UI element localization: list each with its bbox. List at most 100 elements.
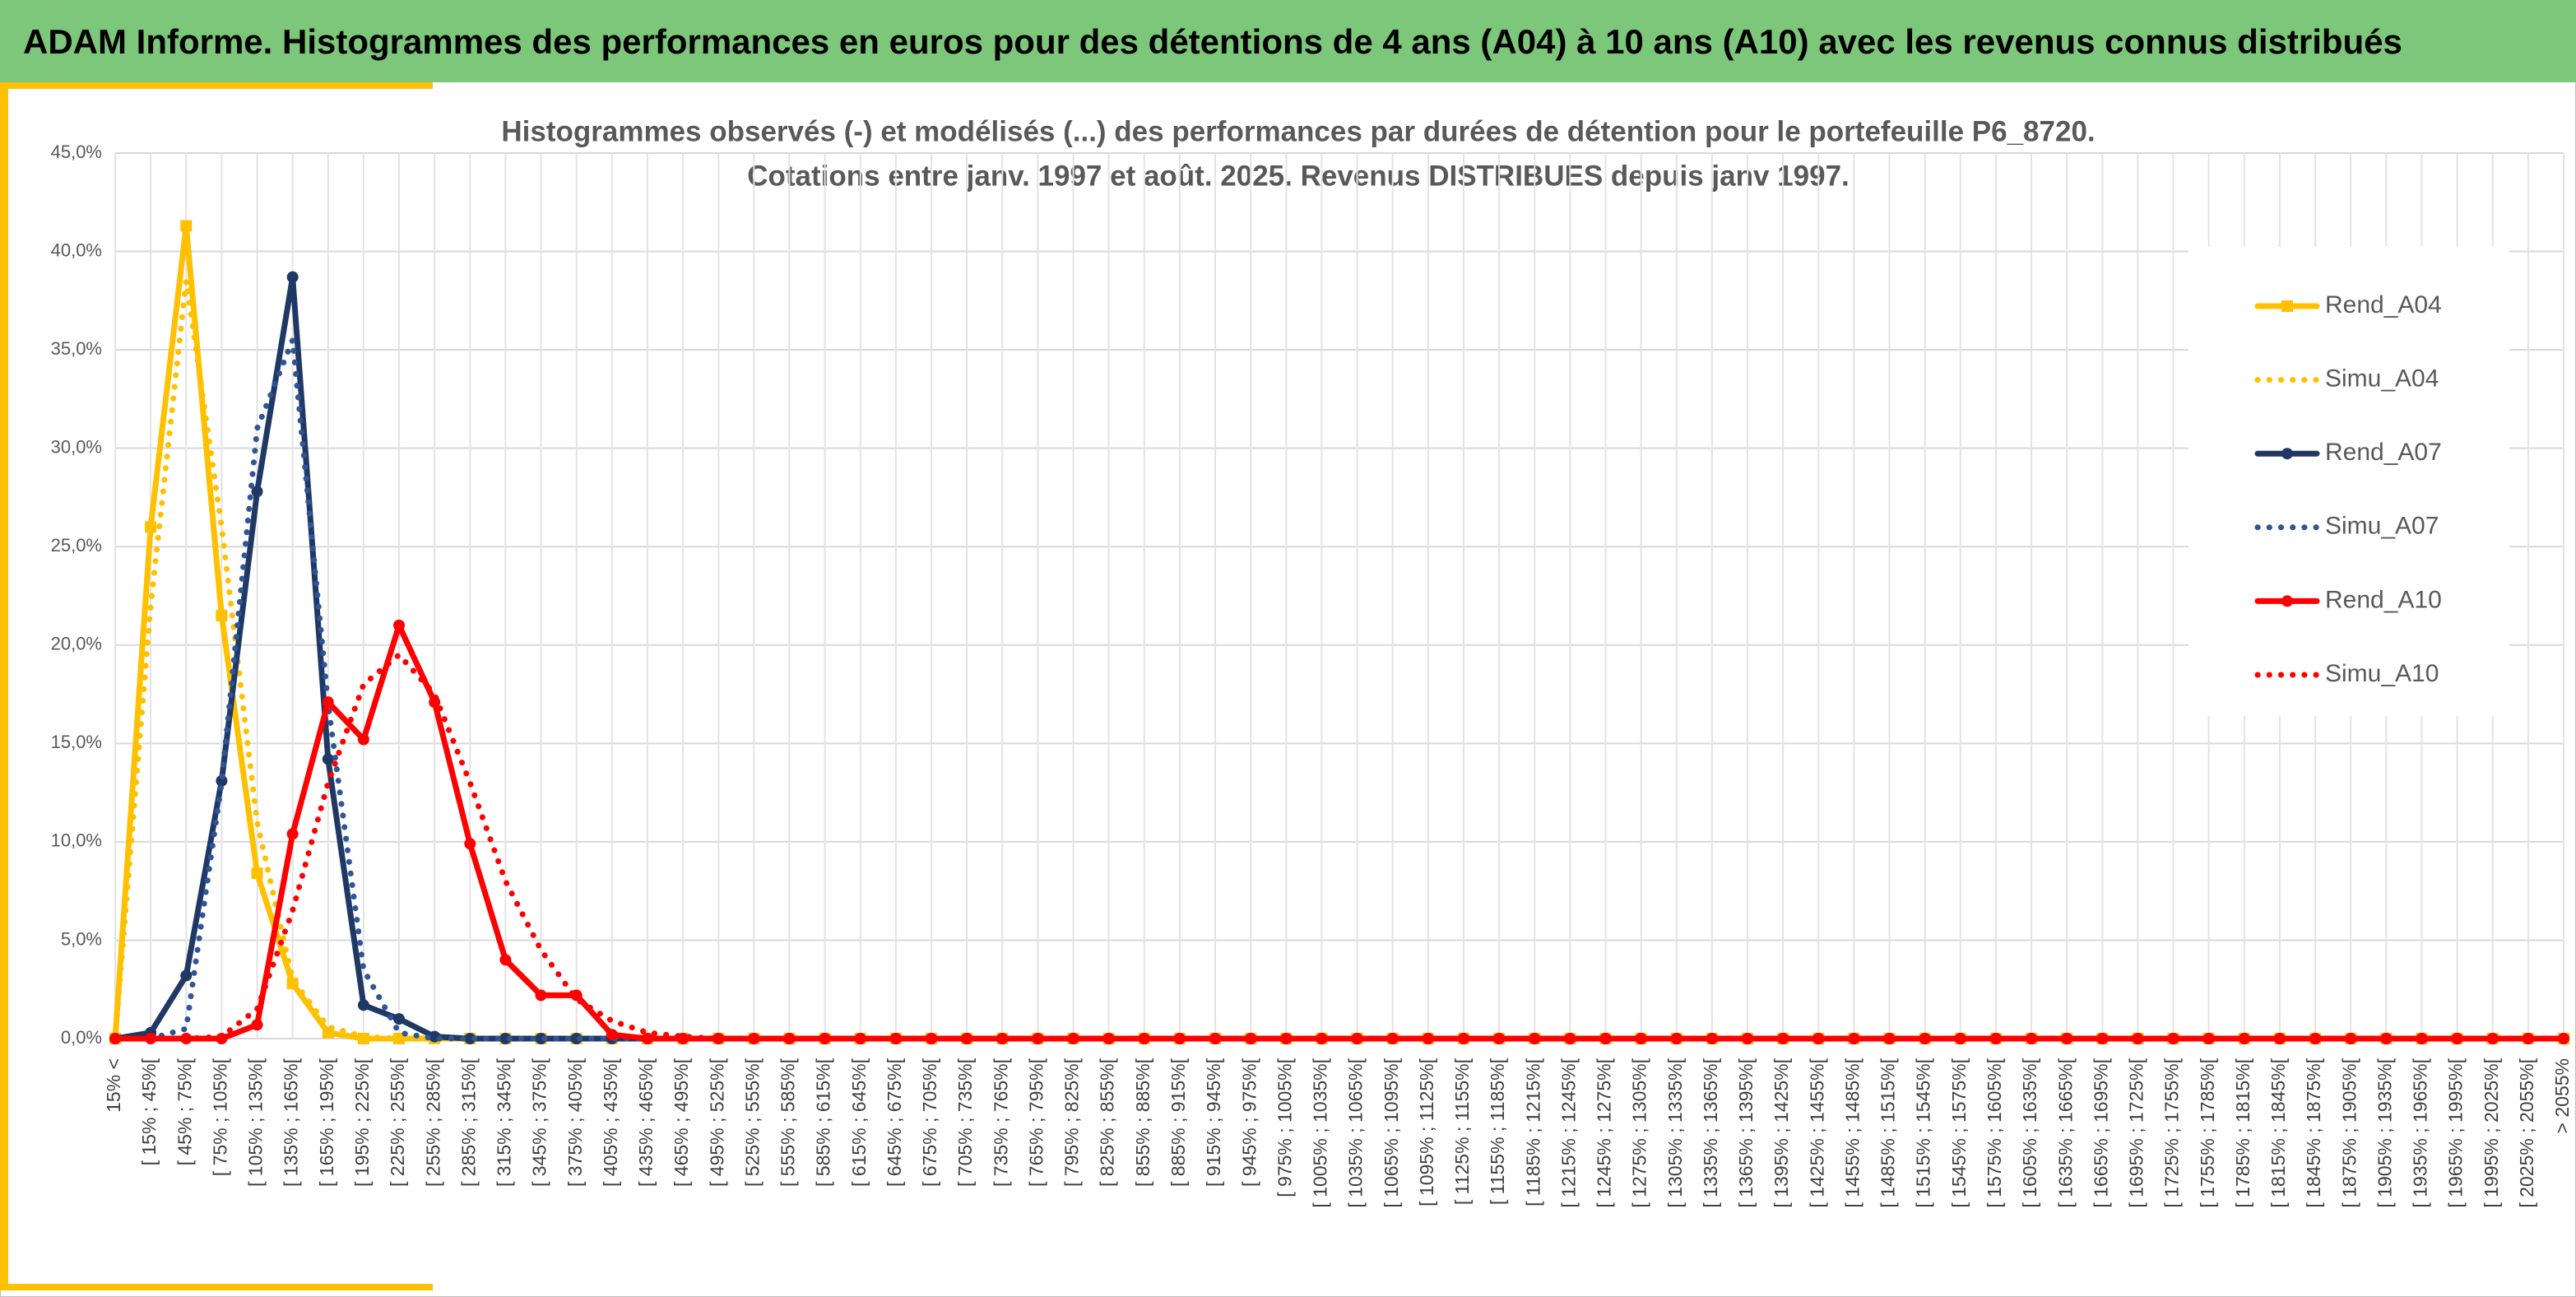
x-tick-label: [ 825% ; 855%[	[1097, 1058, 1118, 1187]
x-tick-label: [ 1635% ; 1665%[	[2054, 1058, 2076, 1207]
x-tick-label: [ 495% ; 525%[	[706, 1058, 727, 1187]
x-tick-label: [ 165% ; 195%[	[316, 1058, 337, 1187]
accent	[0, 82, 433, 89]
series-line	[112, 622, 2567, 1042]
point	[1564, 1033, 1576, 1044]
point	[2558, 1033, 2569, 1044]
point	[641, 1033, 653, 1044]
x-tick-label: [ 195% ; 225%[	[351, 1058, 373, 1187]
y-tick-label: 5,0%	[61, 928, 102, 949]
x-tick-label: [ 675% ; 705%[	[919, 1058, 940, 1187]
point	[535, 1033, 547, 1044]
x-tick-label: [ 1365% ; 1395%[	[1735, 1058, 1757, 1207]
point	[357, 999, 369, 1011]
chart-title: Cotations entre janv. 1997 et août. 2025…	[747, 160, 1850, 192]
point	[535, 989, 547, 1002]
x-tick-label: [ 45% ; 75%[	[174, 1058, 195, 1165]
point	[1670, 1033, 1683, 1044]
x-tick-label: [ 1275% ; 1305%[	[1629, 1058, 1650, 1207]
legend-label: Rend_A10	[2325, 586, 2442, 613]
x-tick-label: [ 1935% ; 1965%[	[2410, 1058, 2431, 1207]
x-tick-label: [ 1575% ; 1605%[	[1984, 1058, 2005, 1207]
point	[216, 609, 228, 621]
x-tick-label: [ 1305% ; 1335%[	[1664, 1058, 1686, 1207]
x-tick-label: [ 75% ; 105%[	[209, 1058, 230, 1176]
point	[322, 696, 334, 709]
point	[1599, 1033, 1612, 1044]
point	[1883, 1033, 1896, 1044]
x-tick-label: 15% <	[103, 1058, 124, 1113]
x-tick-label: [ 1395% ; 1425%[	[1771, 1058, 1792, 1207]
point	[499, 954, 512, 966]
x-tick-label: [ 555% ; 585%[	[777, 1058, 799, 1187]
x-tick-label: [ 2025% ; 2055%[	[2516, 1058, 2537, 1207]
point	[1742, 1033, 1753, 1044]
point	[464, 838, 476, 850]
point	[570, 1033, 583, 1044]
x-tick-label: [ 585% ; 615%[	[813, 1058, 834, 1187]
x-tick-label: [ 1695% ; 1725%[	[2126, 1058, 2147, 1207]
point	[819, 1033, 831, 1044]
point	[251, 1019, 263, 1031]
legend-box	[2188, 247, 2509, 716]
x-tick-label: [ 435% ; 465%[	[635, 1058, 657, 1187]
series-line	[112, 652, 2567, 1042]
x-tick-label: [ 1485% ; 1515%[	[1877, 1058, 1899, 1207]
chart-title: Histogrammes observés (-) et modélisés (…	[501, 115, 2095, 147]
x-tick-label: [ 1545% ; 1575%[	[1948, 1058, 1970, 1207]
x-tick-label: [ 975% ; 1005%[	[1274, 1058, 1295, 1197]
x-tick-label: [ 615% ; 645%[	[848, 1058, 870, 1187]
x-tick-label: [ 1335% ; 1365%[	[1700, 1058, 1721, 1207]
x-tick-label: [ 1845% ; 1875%[	[2303, 1058, 2324, 1207]
legend-label: Simu_A07	[2325, 513, 2439, 540]
y-tick-label: 45,0%	[51, 142, 102, 162]
point	[783, 1033, 796, 1044]
x-tick-label: [ 345% ; 375%[	[529, 1058, 550, 1187]
point	[357, 733, 369, 746]
x-tick-label: [ 1665% ; 1695%[	[2090, 1058, 2111, 1207]
point	[286, 271, 299, 283]
x-tick-label: [ 255% ; 285%[	[422, 1058, 443, 1187]
point	[251, 867, 263, 880]
point	[854, 1033, 866, 1044]
point	[322, 753, 334, 765]
accent	[0, 1284, 433, 1290]
y-tick-label: 15,0%	[51, 732, 102, 752]
point	[748, 1033, 760, 1044]
legend-marker	[2281, 595, 2293, 607]
header-bar	[0, 0, 2576, 82]
legend-label: Rend_A04	[2325, 291, 2442, 318]
x-tick-label: [ 855% ; 885%[	[1132, 1058, 1153, 1187]
legend-label: Simu_A10	[2325, 660, 2439, 687]
x-tick-label: [ 525% ; 555%[	[741, 1058, 763, 1187]
y-tick-label: 25,0%	[51, 535, 102, 556]
legend-label: Simu_A04	[2325, 365, 2439, 393]
point	[1777, 1033, 1789, 1044]
x-tick-label: [ 1995% ; 2025%[	[2481, 1058, 2502, 1207]
x-tick-label: [ 1455% ; 1485%[	[1841, 1058, 1863, 1207]
point	[145, 521, 157, 533]
y-tick-label: 40,0%	[51, 239, 102, 260]
legend: Rend_A04 Simu_A04 Rend_A07 Simu_A07 Rend_A10…	[2188, 247, 2509, 716]
point	[393, 619, 406, 631]
x-tick-label: [ 1785% ; 1815%[	[2232, 1058, 2253, 1207]
x-tick-label: [ 735% ; 765%[	[990, 1058, 1011, 1187]
x-tick-label: [ 105% ; 135%[	[245, 1058, 267, 1187]
x-tick-label: [ 315% ; 345%[	[494, 1058, 515, 1187]
x-tick-label: [ 375% ; 405%[	[564, 1058, 586, 1187]
point	[464, 1033, 476, 1044]
legend-marker	[2281, 300, 2293, 312]
point	[606, 1029, 618, 1041]
x-tick-label: [ 1035% ; 1065%[	[1345, 1058, 1367, 1207]
x-tick-label: [ 945% ; 975%[	[1238, 1058, 1260, 1187]
y-tick-label: 10,0%	[51, 830, 102, 851]
x-tick-label: > 2055%	[2551, 1058, 2573, 1133]
y-tick-label: 30,0%	[51, 436, 102, 457]
point	[393, 1013, 406, 1025]
x-tick-label: [ 795% ; 825%[	[1061, 1058, 1083, 1187]
x-tick-label: [ 1515% ; 1545%[	[1913, 1058, 1934, 1207]
header-title: ADAM Informe. Histogrammes des performan…	[23, 22, 2402, 61]
x-tick-label: [ 1875% ; 1905%[	[2338, 1058, 2360, 1207]
point	[2416, 1033, 2428, 1044]
